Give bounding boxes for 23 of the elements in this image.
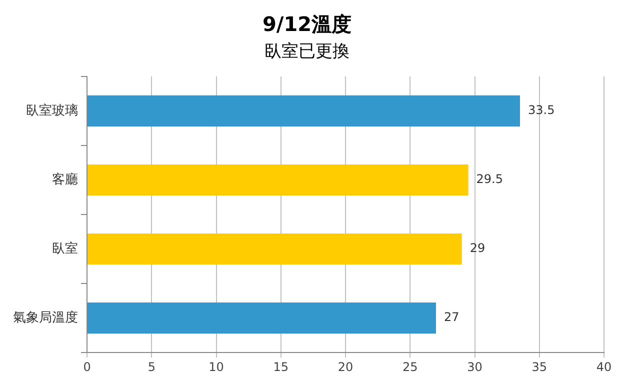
y-tick-label: 氣象局溫度	[13, 309, 78, 326]
x-tick-label: 15	[273, 360, 289, 374]
x-tick-label: 20	[338, 360, 354, 374]
x-tick-label: 5	[148, 360, 156, 374]
y-tick-label: 臥室	[52, 240, 78, 256]
bar	[88, 233, 462, 265]
bar	[88, 164, 468, 196]
x-tick-label: 10	[208, 360, 224, 374]
chart-subtitle: 臥室已更換	[264, 42, 350, 62]
x-tick-label: 0	[83, 360, 91, 374]
x-tick-label: 25	[402, 360, 418, 374]
bar	[88, 95, 520, 126]
x-tick-label: 30	[467, 360, 482, 374]
data-label: 27	[444, 310, 460, 324]
y-tick-label: 臥室玻璃	[26, 102, 78, 118]
data-label: 29	[470, 241, 486, 256]
data-label: 29.5	[476, 172, 504, 186]
data-label: 33.5	[528, 103, 555, 118]
chart-title: 9/12溫度	[262, 12, 352, 36]
bar	[88, 302, 436, 334]
x-tick-label: 35	[532, 360, 548, 374]
x-tick-label: 40	[596, 360, 612, 374]
y-tick-label: 客廳	[52, 171, 78, 188]
